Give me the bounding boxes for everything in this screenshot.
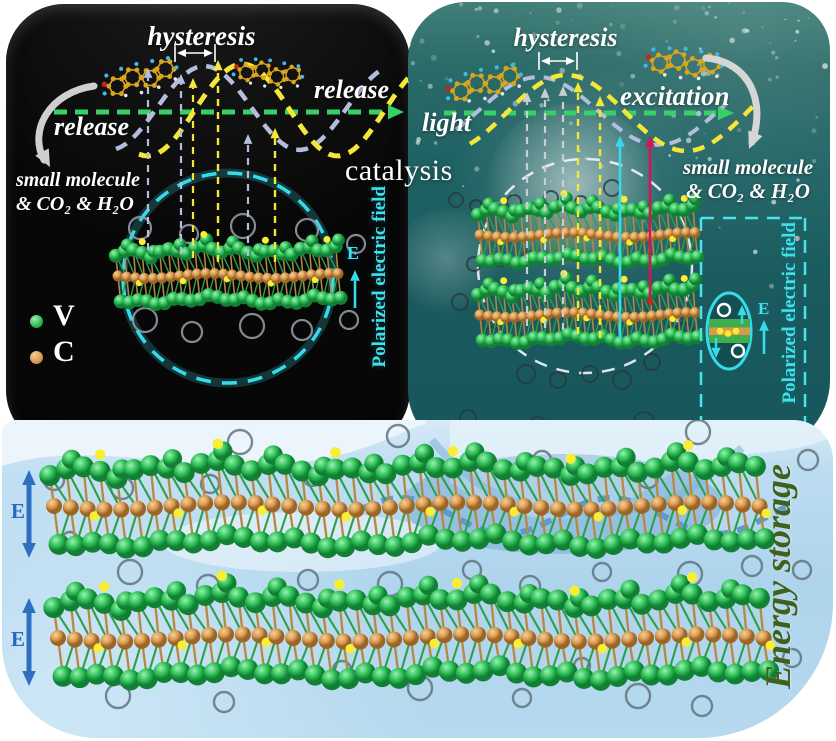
ocean-panel-decor-graphic <box>408 2 828 436</box>
organic-molecule-graphic <box>643 46 725 81</box>
water-panel-decor-graphic <box>2 420 833 718</box>
e-field-symbol: E <box>347 243 360 263</box>
vc-monolayer-graphic <box>43 570 780 691</box>
vc-monolayer-graphic <box>470 269 705 351</box>
v-atom-icon <box>30 315 43 328</box>
c-atom-label: C <box>53 335 75 368</box>
excitation-label: excitation <box>620 81 730 111</box>
small-molecule-label: small molecule <box>682 155 814 179</box>
polarized-field-label: Polarized electric field <box>779 222 800 404</box>
hysteresis-label: hysteresis <box>513 23 618 52</box>
vc-monolayer-graphic <box>39 438 776 559</box>
organic-molecule-graphic <box>231 57 305 89</box>
e-field-symbol: E <box>758 299 770 318</box>
hysteresis-label: hysteresis <box>147 21 256 51</box>
organic-molecule-graphic <box>101 56 179 98</box>
co2-h2o-label: & CO₂ & H₂O <box>686 179 810 203</box>
photocatalysis-ocean-panel: hysteresis light excitation small molecu… <box>408 2 830 452</box>
organic-molecule-graphic <box>445 62 523 103</box>
c-atom-icon <box>30 351 43 364</box>
release-left-label: release <box>54 112 130 141</box>
release-right-label: release <box>314 75 390 104</box>
catalysis-dark-panel: hysteresis release release small molecul… <box>6 4 410 448</box>
small-molecule-label: small molecule <box>16 169 140 191</box>
catalysis-label: catalysis <box>345 154 453 187</box>
polarization-schematic <box>705 291 753 371</box>
e-field-symbol-top: E <box>11 499 26 523</box>
light-label: light <box>422 108 472 137</box>
energy-storage-panel: E E Energy storage <box>2 420 833 738</box>
vc-monolayer-graphic <box>108 230 348 312</box>
energy-storage-label: Energy storage <box>758 464 798 689</box>
e-field-symbol-bottom: E <box>11 627 26 651</box>
polarized-field-label: Polarized electric field <box>369 186 390 368</box>
co2-h2o-label: & CO₂ & H₂O <box>16 193 134 215</box>
dark-panel-decor-graphic <box>35 44 410 388</box>
v-atom-label: V <box>53 299 75 332</box>
